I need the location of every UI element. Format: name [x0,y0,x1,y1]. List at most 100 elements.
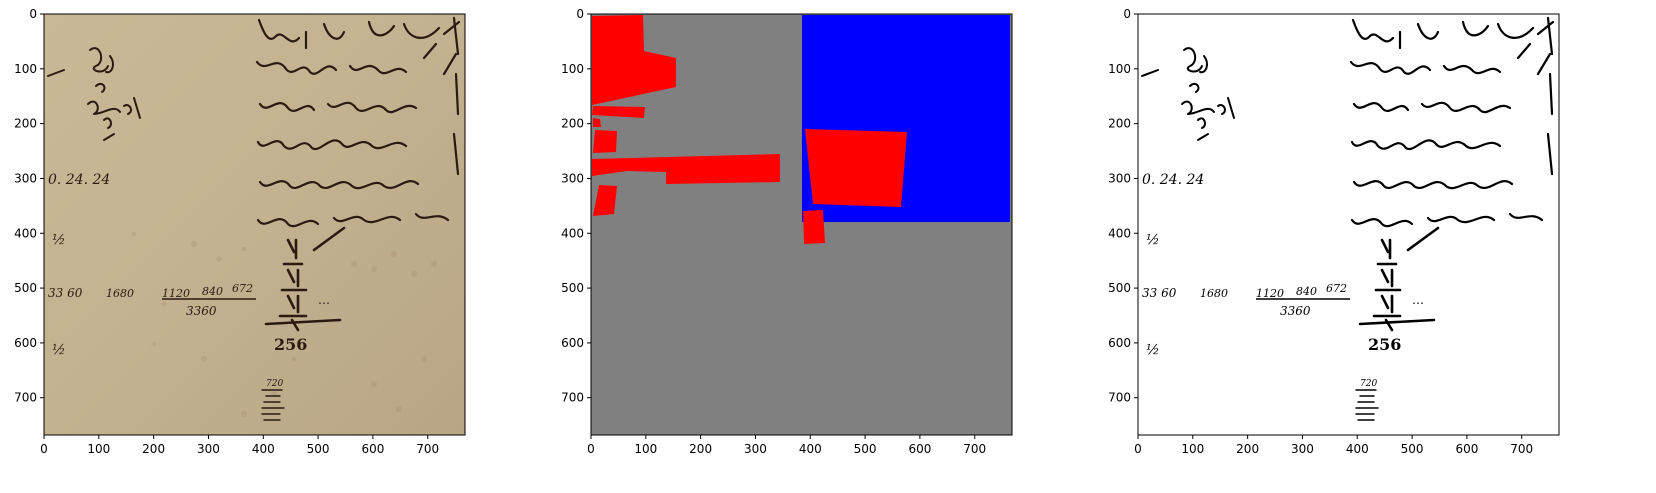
y-tick-label: 200 [561,117,584,131]
mask-region-red-5 [592,154,780,184]
axes-border [590,13,1013,436]
y-tick-label: 100 [14,62,37,76]
binarized-half-2: ½ [1146,342,1160,358]
y-tick-label: 0 [1123,7,1131,21]
segmentation-panel: 0 100 200 300 400 500 600 700 0 100 200 300 400 500 60… [555,0,1025,493]
manuscript-line-7: 3360 [186,304,217,318]
manuscript-line-5: 840 [202,285,223,298]
manuscript-half-2: ½ [52,342,66,358]
x-tick-label: 0 [1134,442,1142,456]
y-tick-label: 500 [1108,281,1131,295]
y-tick-label: 600 [1108,336,1131,350]
binarized-line-3: 1680 [1200,287,1228,300]
binarized-small-sum [1355,389,1379,421]
mask-region-red-6 [805,129,907,207]
x-tick-label: 600 [1455,442,1478,456]
x-tick-label: 300 [1291,442,1314,456]
axes-border [43,13,466,436]
manuscript-line-1: 0. 24. 24 [48,172,110,188]
x-tick-label: 300 [197,442,220,456]
bleed-through-marks [131,231,437,417]
binarized-image [1138,14,1559,435]
x-tick-label: 500 [1401,442,1424,456]
y-tick-label: 700 [561,391,584,405]
axes-frame-manuscript: 0 100 200 300 400 500 600 700 0 100 200 300 400 500 60… [14,7,466,456]
arithmetic-notes [47,47,141,141]
mask-region-red-1 [592,15,676,105]
y-tick-label: 400 [1108,226,1131,240]
binarized-line-4: 1120 [1256,287,1284,300]
binarized-line-5: 840 [1296,285,1317,298]
large-sum [264,226,346,332]
x-tick-label: 0 [40,442,48,456]
y-tick-label: 300 [561,171,584,185]
x-tick-label: 600 [908,442,931,456]
y-tick-label: 0 [29,7,37,21]
mask-region-red-4 [593,130,617,153]
y-tick-label: 0 [576,7,584,21]
y-tick-label: 600 [561,336,584,350]
manuscript-half-1: ½ [52,232,66,248]
mask-region-red-3 [593,118,601,127]
y-tick-label: 300 [14,171,37,185]
x-tick-label: 500 [854,442,877,456]
y-tick-label: 300 [1108,171,1131,185]
mask-region-red-2 [592,106,645,118]
manuscript-line-3: 1680 [106,287,134,300]
binarized-arithmetic [1141,47,1235,141]
small-sum [261,389,285,421]
binarized-line-8: 256 [1368,335,1401,354]
x-tick-label: 400 [252,442,275,456]
manuscript-image [44,14,465,435]
x-tick-label: 700 [1510,442,1533,456]
x-tick-label: 300 [744,442,767,456]
manuscript-panel: 0. 24. 24 ½ 33 60 1680 1120 840 672 3360… [8,0,478,493]
y-tick-label: 600 [14,336,37,350]
binarized-axes: 0. 24. 24 ½ 33 60 1680 1120 840 672 3360… [1108,7,1560,456]
x-tick-label: 100 [1181,442,1204,456]
y-tick-label: 500 [561,281,584,295]
manuscript-line-9: 720 [266,379,283,389]
binarized-cursive [1349,16,1555,228]
x-tick-label: 200 [1236,442,1259,456]
binarized-large-sum [1358,226,1440,332]
y-tick-label: 400 [14,226,37,240]
manuscript-dots: … [318,293,330,307]
x-tick-label: 100 [87,442,110,456]
y-tick-label: 700 [14,391,37,405]
binarized-panel: 0. 24. 24 ½ 33 60 1680 1120 840 672 3360… [1102,0,1572,493]
y-tick-label: 100 [1108,62,1131,76]
y-tick-label: 100 [561,62,584,76]
binarized-line-1: 0. 24. 24 [1142,172,1204,188]
manuscript-line-4: 1120 [162,287,190,300]
y-tick-label: 200 [14,117,37,131]
x-tick-label: 700 [416,442,439,456]
mask-region-red-8 [803,210,825,244]
axes-frame-segmentation-mask: 0 100 200 300 400 500 600 700 0 100 200 300 400 500 60… [561,7,1013,456]
binarized-half-1: ½ [1146,232,1160,248]
x-tick-label: 200 [142,442,165,456]
binarized-line-9: 720 [1360,379,1377,389]
x-tick-label: 200 [689,442,712,456]
manuscript-line-2: 33 60 [48,286,83,300]
binarized-dots: … [1412,293,1424,307]
x-tick-label: 600 [361,442,384,456]
manuscript-axes: 0. 24. 24 ½ 33 60 1680 1120 840 672 3360… [14,7,466,456]
axes-frame-binarized: 0 100 200 300 400 500 600 700 0 100 200 300 400 500 60… [1108,7,1560,456]
mask-region-red-7 [593,185,617,216]
manuscript-line-6: 672 [232,282,253,295]
binarized-line-7: 3360 [1280,304,1311,318]
segmentation-axes: 0 100 200 300 400 500 600 700 0 100 200 300 400 500 60… [561,7,1013,456]
axes-border [1137,13,1560,436]
y-tick-label: 200 [1108,117,1131,131]
x-tick-label: 400 [1346,442,1369,456]
x-tick-label: 400 [799,442,822,456]
binarized-line-2: 33 60 [1142,286,1177,300]
manuscript-line-8: 256 [274,335,307,354]
x-tick-label: 0 [587,442,595,456]
cursive-text-block [255,16,461,228]
x-tick-label: 700 [963,442,986,456]
x-tick-label: 100 [634,442,657,456]
x-tick-label: 500 [307,442,330,456]
binarized-line-6: 672 [1326,282,1347,295]
